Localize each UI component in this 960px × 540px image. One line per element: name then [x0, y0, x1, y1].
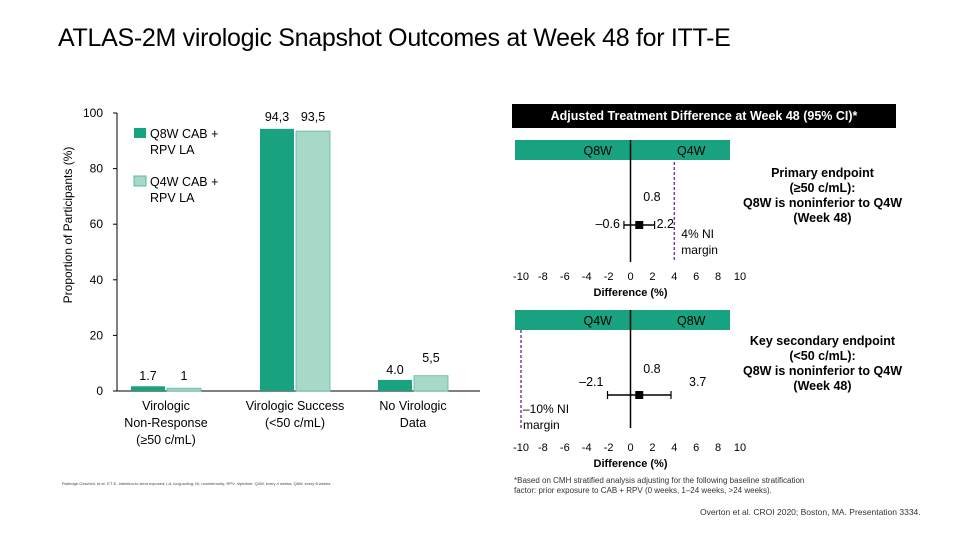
bar-value-label: 93,5 — [301, 110, 325, 124]
x-tick-label: -6 — [560, 442, 570, 454]
x-tick-label: -8 — [538, 442, 548, 454]
footnote-cmh: *Based on CMH stratified analysis adjust… — [514, 476, 805, 495]
forest-right-label: Q4W — [677, 144, 706, 158]
bar-value-label: 4.0 — [386, 363, 403, 377]
x-axis-label: Difference (%) — [594, 287, 668, 299]
category-label: Data — [400, 416, 426, 430]
x-tick-label: -2 — [604, 442, 614, 454]
y-axis-label: Proportion of Participants (%) — [61, 147, 75, 304]
x-tick-label: 10 — [734, 271, 746, 283]
bar-q8w — [378, 379, 412, 391]
forest-title: Adjusted Treatment Difference at Week 48… — [512, 104, 896, 128]
y-tick-label: 80 — [90, 162, 104, 176]
secondary-endpoint-line: Q8W is noninferior to Q4W — [742, 364, 903, 378]
x-tick-label: 4 — [671, 271, 677, 283]
forest-header-right — [630, 310, 730, 330]
citation: Overton et al. CROI 2020; Boston, MA. Pr… — [700, 507, 921, 517]
ni-margin-label: 4% NI — [681, 227, 714, 241]
point-estimate-label: 0.8 — [643, 362, 660, 376]
bar-q4w — [166, 387, 202, 392]
x-tick-label: 8 — [715, 271, 721, 283]
primary-endpoint-line: (Week 48) — [793, 211, 852, 225]
bar-q8w — [260, 128, 294, 391]
category-label: (<50 c/mL) — [265, 416, 325, 430]
x-tick-label: -6 — [560, 271, 570, 283]
page-title: ATLAS-2M virologic Snapshot Outcomes at … — [58, 24, 731, 52]
bar-value-label: 1.7 — [139, 369, 156, 383]
x-tick-label: -10 — [513, 271, 529, 283]
bar-q8w — [131, 386, 165, 391]
forest-header-left — [515, 310, 631, 330]
secondary-endpoint-line: (<50 c/mL): — [789, 349, 856, 363]
x-tick-label: 0 — [627, 271, 633, 283]
ni-margin-label: –10% NI — [523, 402, 569, 416]
ci-high-label: 2.2 — [657, 217, 674, 231]
legend-swatch-q4w — [133, 175, 147, 187]
category-label: (≥50 c/mL) — [136, 433, 196, 447]
y-tick-label: 40 — [90, 273, 104, 287]
forest-header-left — [515, 140, 631, 160]
secondary-endpoint-line: (Week 48) — [793, 379, 852, 393]
ni-margin-label: margin — [523, 418, 560, 432]
ci-low-label: –0.6 — [596, 217, 620, 231]
y-tick-label: 0 — [96, 384, 103, 398]
point-estimate — [635, 221, 644, 229]
point-estimate-label: 0.8 — [643, 190, 660, 204]
primary-endpoint-line: (≥50 c/mL): — [789, 181, 856, 195]
category-label: Virologic — [142, 399, 190, 413]
primary-endpoint-line: Q8W is noninferior to Q4W — [742, 196, 903, 210]
y-tick-label: 60 — [90, 217, 104, 231]
forest-header-right — [630, 140, 730, 160]
category-label: No Virologic — [379, 399, 446, 413]
bar-q4w — [295, 130, 331, 392]
legend-label: Q8W CAB + — [150, 127, 218, 141]
legend-label: RPV LA — [150, 143, 195, 157]
x-tick-label: -10 — [513, 442, 529, 454]
legend-swatch-q8w — [134, 128, 146, 138]
x-tick-label: 6 — [693, 271, 699, 283]
forest-chart: Q8W Q4W 4% NI margin 0.8 –0.6 2.2 -10 -8 -6 -4 -2 0 2… — [513, 140, 746, 470]
x-tick-label: -2 — [604, 271, 614, 283]
legend-label: Q4W CAB + — [150, 175, 218, 189]
x-tick-label: 2 — [649, 271, 655, 283]
ci-high-label: 3.7 — [689, 375, 706, 389]
point-estimate — [635, 391, 644, 399]
x-tick-label: 10 — [734, 442, 746, 454]
x-tick-label: 2 — [649, 442, 655, 454]
primary-endpoint-line: Primary endpoint — [771, 166, 874, 180]
x-axis-label: Difference (%) — [594, 458, 668, 470]
legend-label: RPV LA — [150, 191, 195, 205]
primary-endpoint-note: Primary endpoint (≥50 c/mL): Q8W is noni… — [735, 166, 910, 226]
bar-value-label: 5,5 — [422, 351, 439, 365]
x-tick-label: -8 — [538, 271, 548, 283]
x-tick-label: -4 — [582, 442, 592, 454]
bar-value-label: 1 — [181, 369, 188, 383]
category-label: Non-Response — [124, 416, 207, 430]
bar-q4w — [413, 375, 449, 392]
ci-low-label: –2.1 — [579, 375, 603, 389]
bar-chart: Proportion of Participants (%) 0 20 40 60 80… — [61, 106, 480, 447]
x-tick-label: -4 — [582, 271, 592, 283]
forest-right-label: Q8W — [677, 314, 706, 328]
ni-margin-label: margin — [681, 243, 718, 257]
secondary-endpoint-note: Key secondary endpoint (<50 c/mL): Q8W i… — [735, 334, 910, 394]
forest-left-label: Q8W — [584, 144, 613, 158]
category-label: Virologic Success — [246, 399, 344, 413]
secondary-endpoint-line: Key secondary endpoint — [749, 334, 896, 348]
x-tick-label: 8 — [715, 442, 721, 454]
x-tick-label: 0 — [627, 442, 633, 454]
bar-value-label: 94,3 — [265, 110, 289, 124]
x-tick-label: 6 — [693, 442, 699, 454]
x-tick-label: 4 — [671, 442, 677, 454]
forest-left-label: Q4W — [584, 314, 613, 328]
footnote-abbreviations: Rutledge-Ceschini, et al. ITT-E, intenti… — [62, 481, 332, 486]
y-tick-label: 100 — [83, 106, 103, 120]
y-tick-label: 20 — [90, 328, 104, 342]
